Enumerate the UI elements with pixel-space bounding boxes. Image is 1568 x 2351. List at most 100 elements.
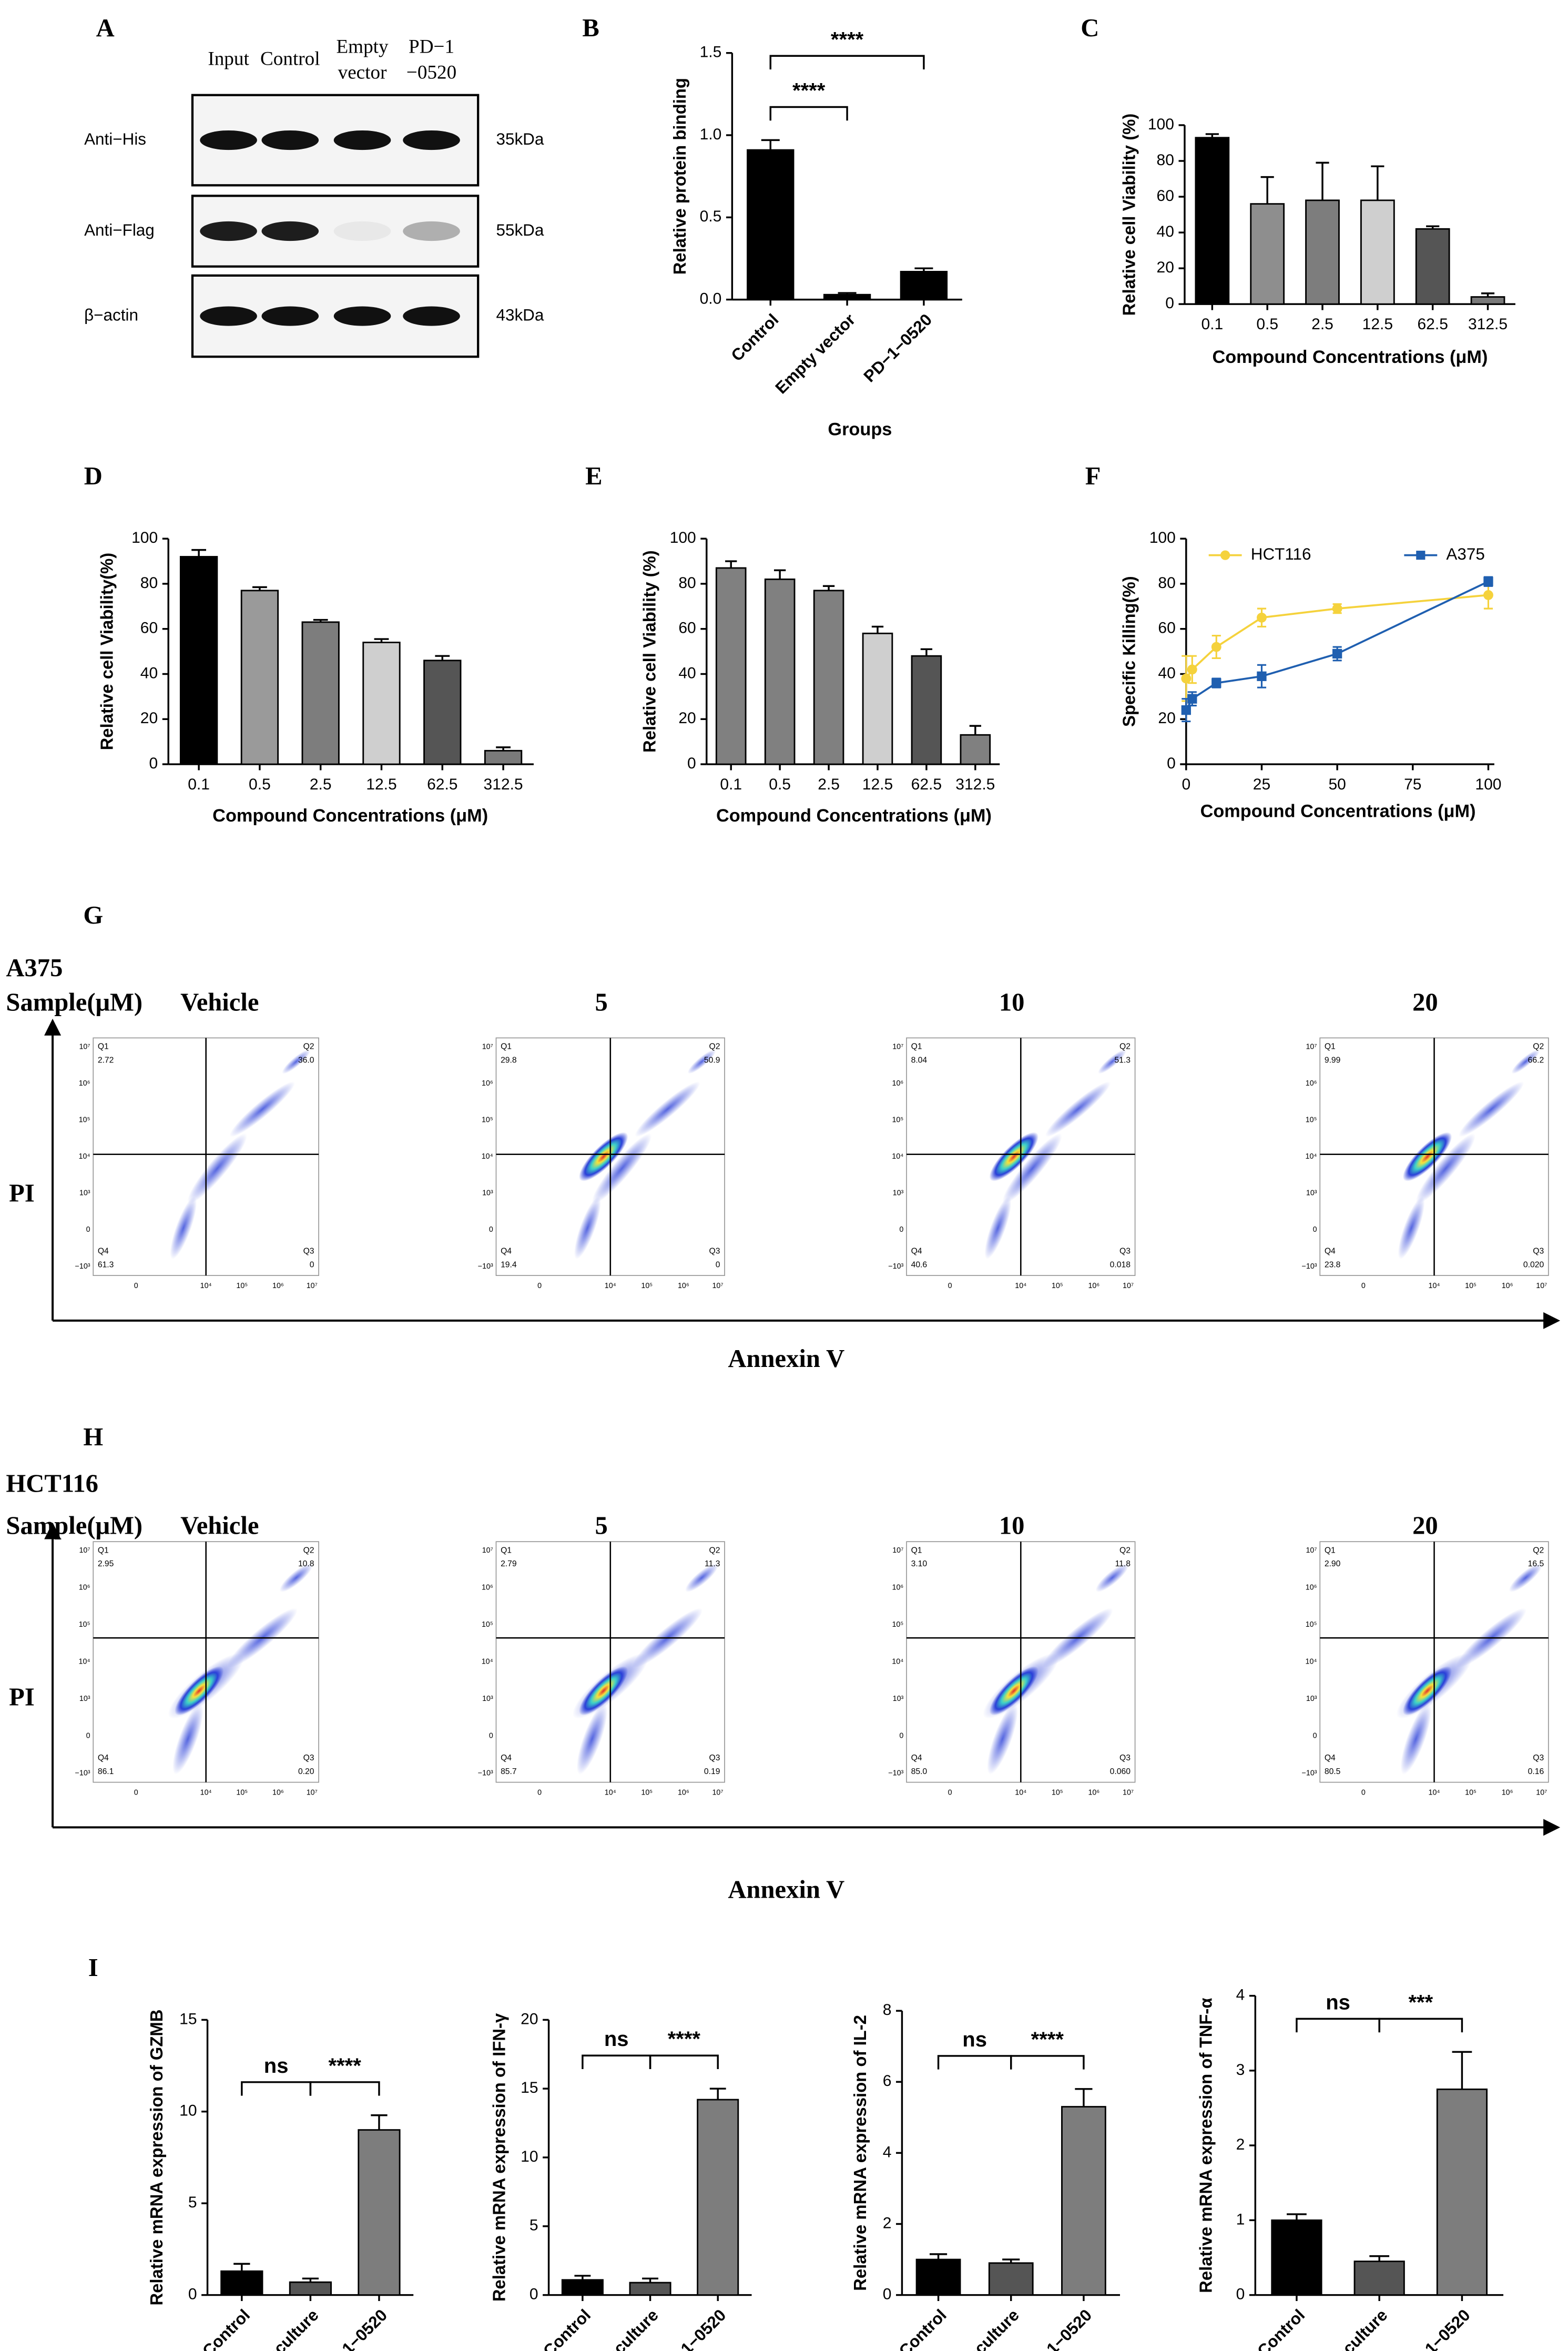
x-tick-label: Coculture: [955, 2306, 1022, 2351]
error-bar: [1452, 2051, 1472, 2090]
y-tick-label: 20: [140, 710, 158, 727]
x-tick-label: 75: [1404, 776, 1421, 793]
flow-y-tick-label: 10⁴: [892, 1152, 903, 1161]
y-tick-label: 0.0: [700, 290, 722, 308]
bar: [1061, 2106, 1106, 2296]
event-cloud: [1002, 1133, 1062, 1204]
error-bar: [1369, 2255, 1390, 2262]
quadrant-name: Q4: [911, 1754, 922, 1762]
error-bar: [371, 2114, 388, 2130]
y-tick-label: 80: [140, 574, 158, 592]
significance-bracket: [1378, 2018, 1463, 2033]
error-bar: [1481, 292, 1495, 297]
flow-x-tick-label: 0: [948, 1788, 952, 1797]
dose-label: 5: [595, 1512, 607, 1540]
x-axis-label: Annexin V: [728, 1875, 844, 1903]
y-tick-label: 60: [1158, 620, 1175, 637]
bar: [1305, 199, 1340, 305]
x-tick-label: 0.1: [720, 776, 742, 793]
event-cloud: [1511, 1049, 1540, 1074]
error-bar: [496, 746, 511, 751]
significance-bracket: [582, 2054, 651, 2069]
flow-y-tick-label: −10³: [478, 1769, 493, 1777]
marker: [1483, 576, 1493, 586]
event-cloud: [282, 1049, 311, 1074]
flow-x-tick-label: 10⁵: [1465, 1282, 1477, 1290]
significance-label: ns: [264, 2054, 289, 2078]
y-tick-label: 0.5: [700, 208, 722, 225]
x-tick-label: Control: [199, 2306, 253, 2351]
blot-size-label: 55kDa: [496, 221, 544, 239]
y-tick-label: 0: [1165, 295, 1174, 312]
flow-x-tick-label: 10⁵: [1052, 1788, 1063, 1797]
quadrant-name: Q3: [709, 1247, 720, 1256]
flow-x-tick-label: 10⁵: [236, 1788, 248, 1797]
quadrant-name: Q1: [911, 1546, 922, 1555]
event-cloud: [1509, 1563, 1542, 1592]
flow-y-tick-label: 10⁵: [79, 1620, 90, 1629]
blot-row-label: Anti−His: [84, 130, 146, 148]
flow-x-tick-label: 10⁷: [712, 1282, 723, 1290]
event-cloud: [987, 1703, 1018, 1775]
y-tick-label: 60: [678, 620, 696, 637]
quadrant-percent: 51.3: [1114, 1056, 1131, 1065]
flow-x-tick-label: 10⁷: [307, 1282, 318, 1290]
event-density: [175, 1666, 224, 1716]
quadrant-percent: 8.04: [911, 1056, 928, 1065]
significance-bracket: [1010, 2055, 1085, 2070]
panel-label: G: [83, 901, 103, 929]
flow-x-tick-label: 10⁵: [1465, 1788, 1477, 1797]
flow-x-tick-label: 0: [1361, 1282, 1366, 1290]
flow-y-tick-label: 0: [86, 1225, 90, 1234]
y-axis-label: Relative protein binding: [670, 78, 689, 275]
event-cloud: [685, 1563, 719, 1592]
flow-y-tick-label: 10⁴: [79, 1658, 90, 1666]
error-bar: [1371, 165, 1384, 200]
x-tick-label: Control: [728, 310, 782, 365]
y-tick-label: 40: [140, 664, 158, 682]
flow-y-tick-label: 0: [489, 1225, 493, 1234]
flow-x-tick-label: 10⁴: [200, 1282, 212, 1290]
flow-y-tick-label: 10³: [893, 1695, 904, 1703]
flow-y-tick-label: 10⁶: [1306, 1079, 1317, 1088]
quadrant-name: Q4: [501, 1754, 512, 1762]
quadrant-name: Q1: [98, 1042, 109, 1051]
flow-x-tick-label: 10⁷: [1123, 1788, 1134, 1797]
significance-bracket: [769, 106, 848, 121]
quadrant-percent: 10.8: [298, 1559, 314, 1568]
flow-y-tick-label: 10⁶: [482, 1584, 493, 1592]
error-bar: [1287, 2213, 1307, 2221]
x-tick-label: PD−1−0520: [654, 2306, 729, 2351]
blot-row-label: Anti−Flag: [84, 221, 155, 239]
flow-y-tick-label: 10⁷: [482, 1042, 493, 1051]
flow-x-tick-label: 10⁴: [605, 1788, 616, 1797]
error-bar: [435, 655, 450, 661]
significance-label: ns: [604, 2028, 629, 2051]
bar: [747, 149, 795, 301]
flow-y-tick-label: 10⁴: [1306, 1152, 1317, 1161]
event-cloud: [172, 1703, 203, 1775]
significance-bracket: [649, 2054, 719, 2069]
flow-y-tick-label: −10³: [75, 1262, 90, 1271]
cell-line-label: HCT116: [6, 1470, 98, 1498]
significance-label: ****: [668, 2028, 701, 2051]
x-tick-label: Coculture: [594, 2306, 661, 2351]
blot-band: [261, 221, 319, 241]
bar: [179, 556, 218, 765]
error-bar: [920, 648, 933, 656]
flow-x-tick-label: 0: [948, 1282, 952, 1290]
flow-x-tick-label: 10⁶: [678, 1788, 689, 1797]
lane-label: Input: [208, 48, 249, 70]
quadrant-name: Q3: [1119, 1754, 1131, 1762]
error-bar: [1426, 225, 1440, 229]
flow-y-tick-label: 10⁴: [79, 1152, 90, 1161]
y-tick-label: 0: [188, 2286, 197, 2303]
blot-band: [333, 306, 391, 326]
flow-x-tick-label: 10⁷: [1536, 1282, 1547, 1290]
flow-y-tick-label: 10⁵: [1306, 1116, 1317, 1124]
x-tick-label: PD−1−0520: [1398, 2306, 1473, 2351]
event-density: [989, 1666, 1038, 1716]
y-tick-label: 80: [678, 574, 696, 592]
x-tick-label: Empty vector: [772, 310, 859, 398]
x-tick-label: 100: [1475, 776, 1501, 793]
